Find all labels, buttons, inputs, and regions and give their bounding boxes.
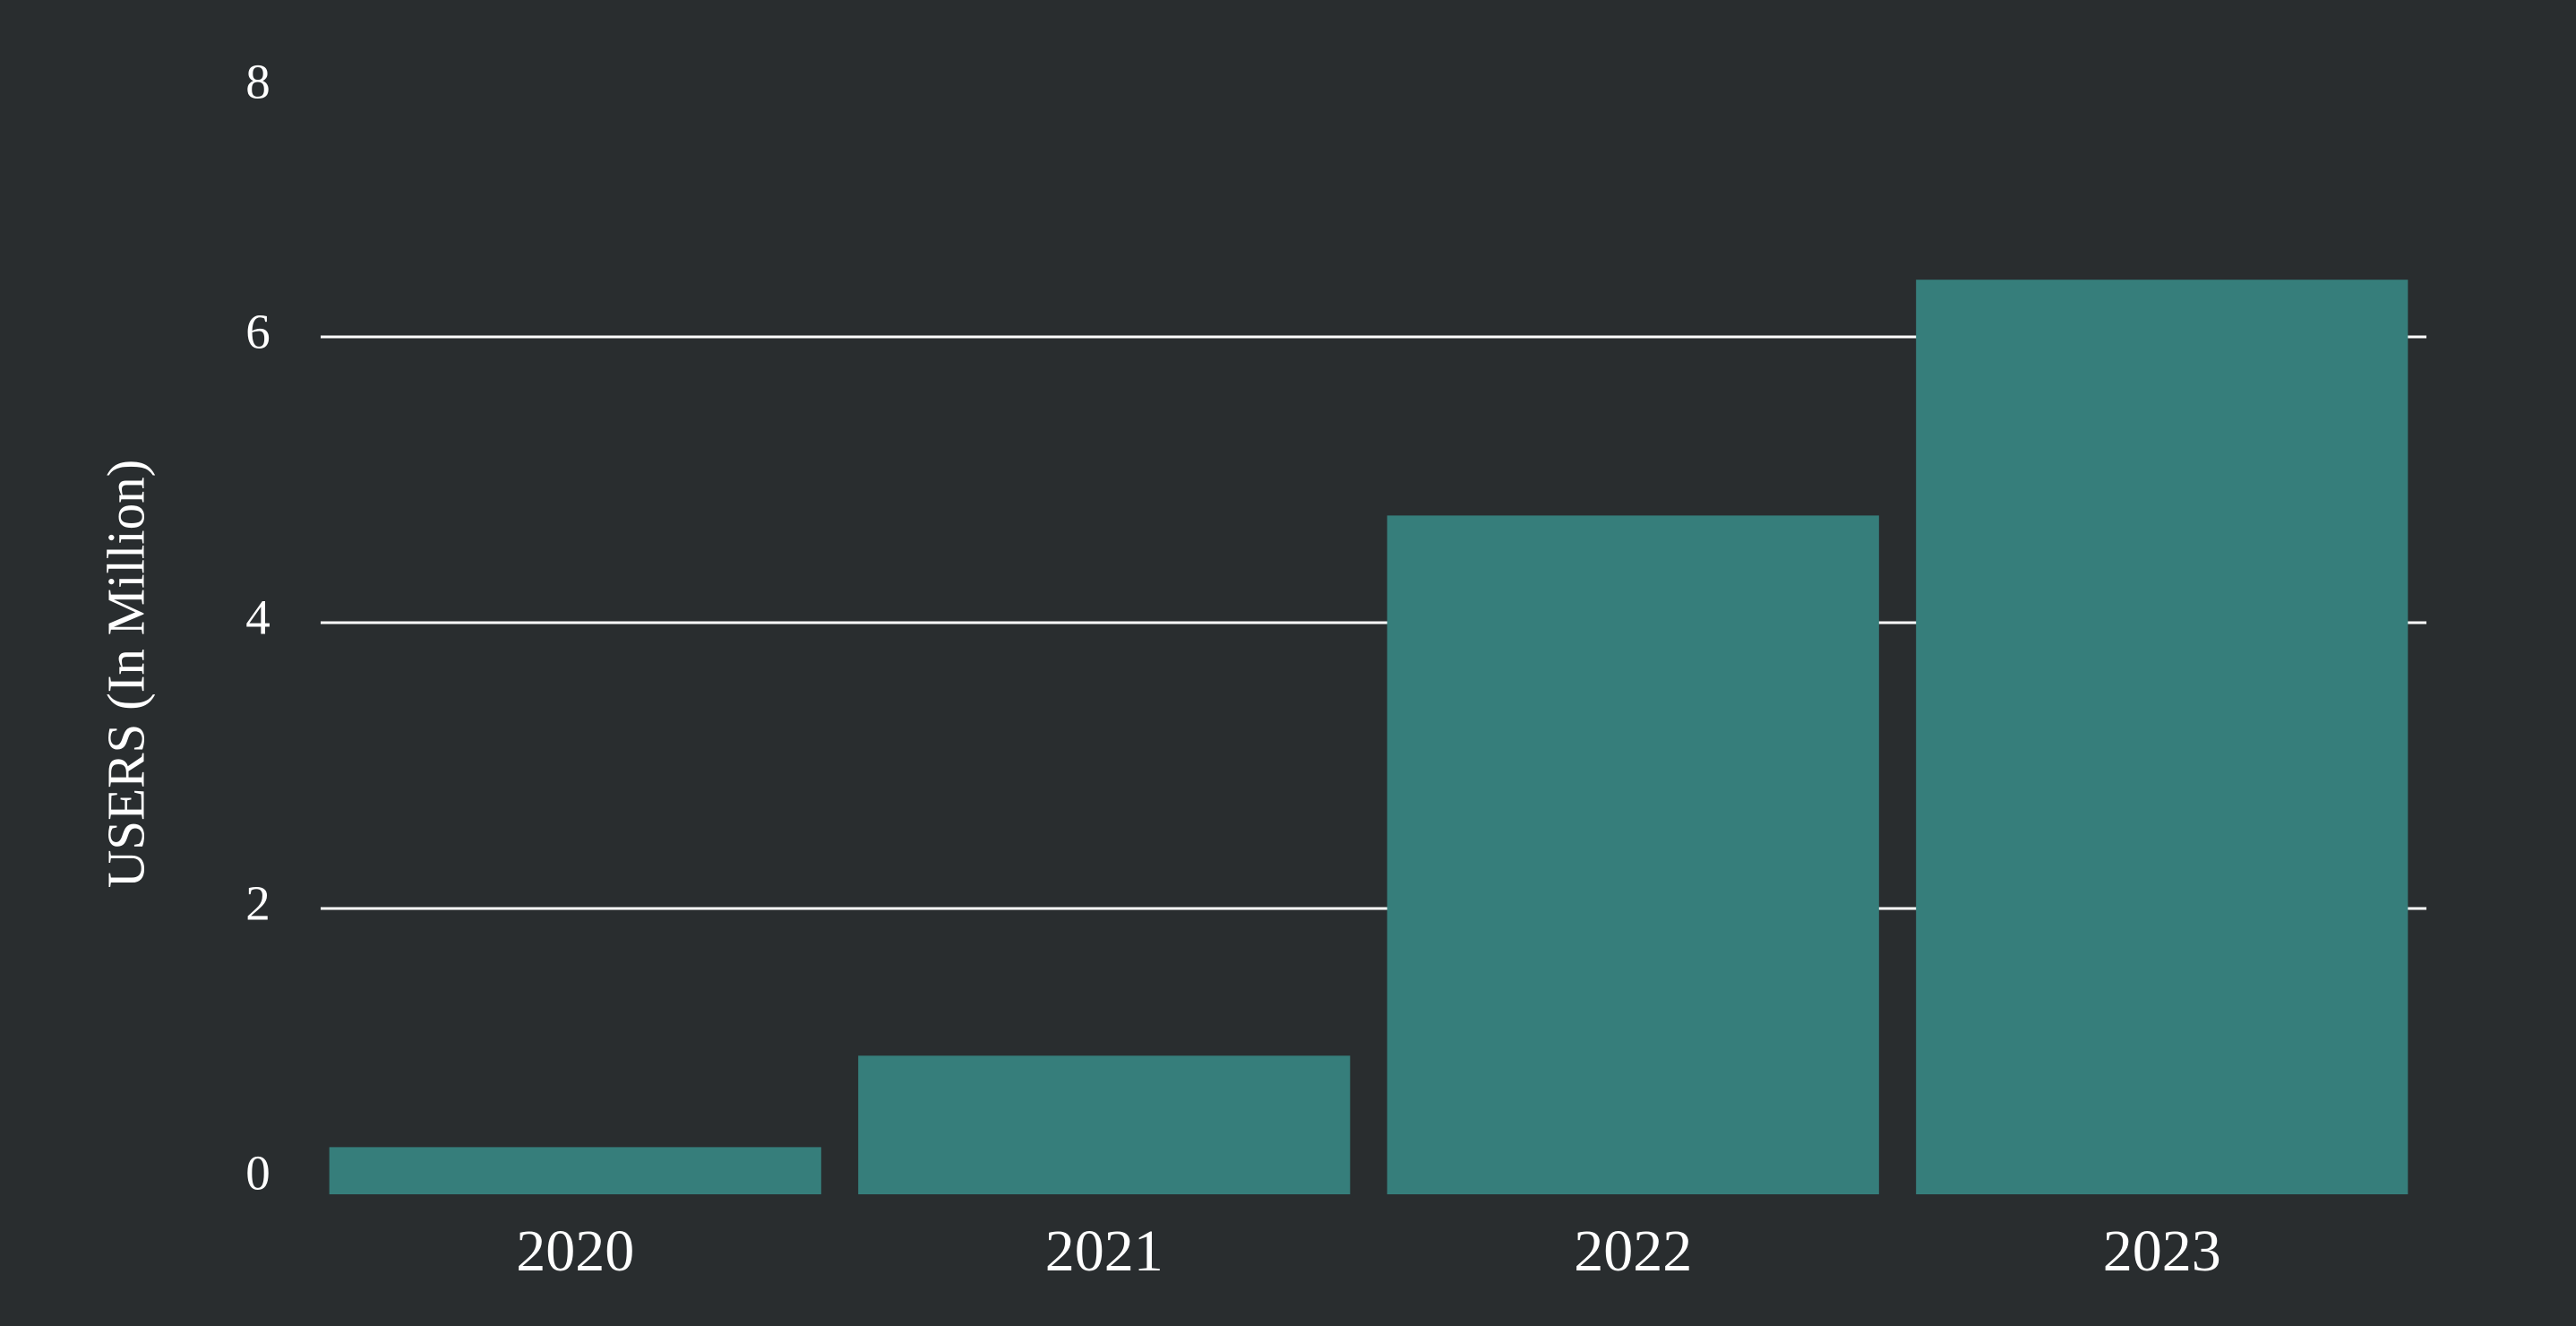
x-tick-label: 2020 [516,1218,634,1284]
y-tick-label: 2 [245,876,270,931]
y-axis-label: USERS (In Million) [97,460,156,889]
x-tick-label: 2023 [2103,1218,2221,1284]
y-tick-label: 8 [245,55,270,109]
y-tick-label: 6 [245,305,270,359]
bar [1387,515,1879,1194]
bar [329,1147,821,1194]
x-tick-label: 2021 [1045,1218,1163,1284]
bar [1916,280,2409,1194]
x-tick-label: 2022 [1574,1218,1692,1284]
y-tick-label: 4 [245,590,270,645]
y-tick-label: 0 [245,1146,270,1201]
bar [858,1055,1351,1194]
